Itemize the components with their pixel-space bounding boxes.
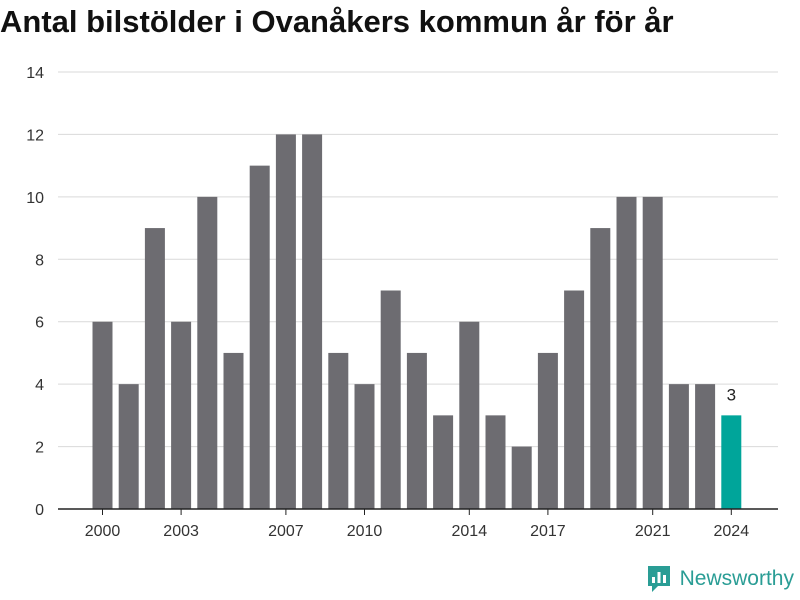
bar [328,352,349,509]
x-tick-label: 2021 [635,523,671,540]
x-tick-label: 2000 [85,523,121,540]
y-tick-label: 12 [26,127,44,144]
bar [616,196,637,509]
bar [197,196,218,509]
newsworthy-logo[interactable]: Newsworthy [646,564,794,594]
bar [485,415,506,509]
bar [223,352,244,509]
bar [537,352,558,509]
y-tick-label: 2 [35,440,44,457]
x-tick-label: 2024 [714,523,750,540]
bar [144,228,165,510]
bar [564,290,585,509]
brand-name: Newsworthy [679,567,794,590]
bar-data-label: 3 [727,385,736,404]
bar [380,290,401,509]
bar [642,196,663,509]
bar [721,415,742,509]
bar [695,384,716,509]
y-tick-label: 6 [35,315,44,332]
bar [668,384,689,509]
bar [118,384,139,509]
y-tick-label: 0 [35,502,44,519]
bar [275,134,296,509]
bar [302,134,323,509]
bar [92,321,113,509]
newsworthy-logo-icon [647,566,670,592]
x-tick-label: 2010 [347,523,383,540]
bar [590,228,611,510]
y-tick-label: 4 [35,377,44,394]
chart-title: Antal bilstölder i Ovanåkers kommun år f… [0,4,674,39]
bar [171,321,192,509]
y-tick-label: 10 [26,190,44,207]
bar [459,321,480,509]
x-tick-label: 2003 [163,523,199,540]
bar [406,352,427,509]
bar [354,384,375,509]
x-tick-label: 2017 [530,523,566,540]
bar [511,446,532,509]
bar [433,415,454,509]
y-tick-label: 8 [35,252,44,269]
x-tick-label: 2014 [452,523,488,540]
bar [249,165,270,509]
x-tick-label: 2007 [268,523,304,540]
y-tick-label: 14 [26,65,44,82]
